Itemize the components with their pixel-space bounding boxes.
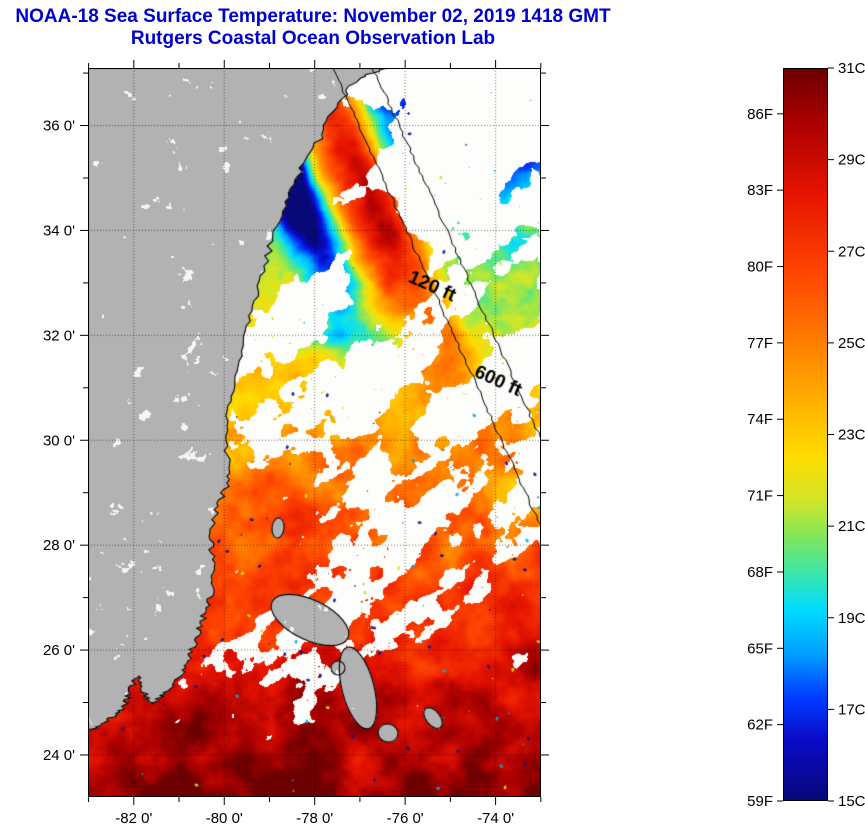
svg-text:83F: 83F [747, 182, 773, 199]
svg-text:68F: 68F [747, 564, 773, 581]
svg-text:71F: 71F [747, 488, 773, 505]
svg-text:23C: 23C [838, 427, 865, 444]
svg-text:-78 0': -78 0' [296, 810, 333, 827]
svg-text:34 0': 34 0' [43, 222, 75, 239]
svg-text:86F: 86F [747, 106, 773, 123]
svg-text:30 0': 30 0' [43, 432, 75, 449]
svg-text:26 0': 26 0' [43, 642, 75, 659]
svg-text:17C: 17C [838, 701, 865, 718]
svg-text:36 0': 36 0' [43, 118, 75, 135]
svg-text:-76 0': -76 0' [387, 810, 424, 827]
svg-text:59F: 59F [747, 793, 773, 810]
svg-text:77F: 77F [747, 335, 773, 352]
svg-text:15C: 15C [838, 793, 865, 810]
svg-text:65F: 65F [747, 640, 773, 657]
svg-text:25C: 25C [838, 335, 865, 352]
svg-text:-74 0': -74 0' [477, 810, 514, 827]
svg-text:28 0': 28 0' [43, 537, 75, 554]
svg-text:-82 0': -82 0' [115, 810, 152, 827]
svg-text:-80 0': -80 0' [206, 810, 243, 827]
svg-text:21C: 21C [838, 518, 865, 535]
svg-text:27C: 27C [838, 243, 865, 260]
svg-text:74F: 74F [747, 411, 773, 428]
svg-text:29C: 29C [838, 152, 865, 169]
svg-text:80F: 80F [747, 259, 773, 276]
svg-text:24 0': 24 0' [43, 747, 75, 764]
svg-text:32 0': 32 0' [43, 327, 75, 344]
svg-text:31C: 31C [838, 60, 865, 77]
svg-text:62F: 62F [747, 717, 773, 734]
svg-text:19C: 19C [838, 610, 865, 627]
